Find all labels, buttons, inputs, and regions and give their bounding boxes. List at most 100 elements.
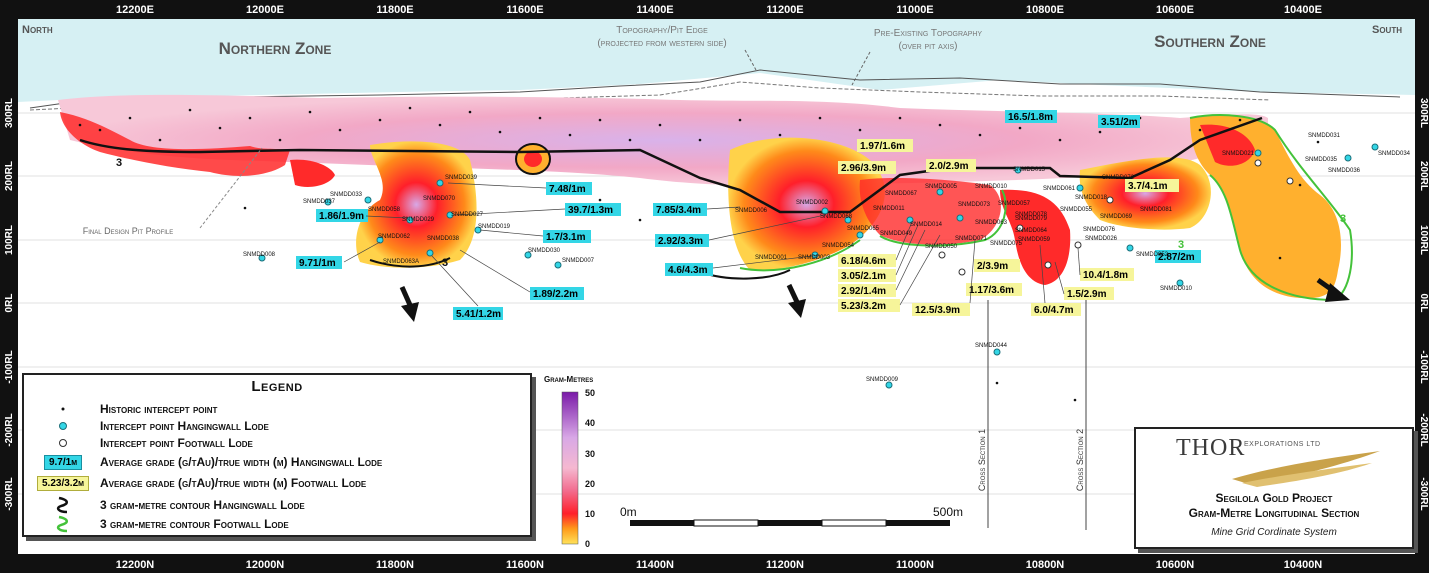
hole-id: SNMDD078 <box>1015 212 1048 218</box>
hole-id: SNMDD059 <box>1018 237 1051 243</box>
legend-fw-point-row: Intercept point Footwall Lode <box>32 434 253 452</box>
hole-id: SNMDD030 <box>528 248 561 254</box>
svg-text:3: 3 <box>1340 213 1346 225</box>
colorbar-ramp <box>561 391 579 545</box>
lobe-north-2 <box>356 141 477 268</box>
central-east-zone <box>859 177 1001 245</box>
hole-id: SNMDD014 <box>910 222 943 228</box>
legend-panel: Legend Historic intercept point Intercep… <box>22 373 532 537</box>
rl-left: -200RL <box>4 413 15 446</box>
hole-id: SNMDD001 <box>755 255 788 261</box>
scale-start-label: 0m <box>620 505 637 519</box>
hw-grade: 5.41/1.2m <box>456 309 501 320</box>
svg-text:3: 3 <box>1178 239 1184 251</box>
topo-annotation: (projected from western side) <box>597 38 726 49</box>
hole-id: SNMDD073 <box>958 202 991 208</box>
hole-id: SNMDD055 <box>1060 207 1093 213</box>
historic-dot-icon <box>32 401 94 417</box>
topo-pointer <box>744 49 757 71</box>
hole-id: SNMDD019 <box>478 224 511 230</box>
hw-grade: 2.87/2m <box>1158 252 1195 263</box>
hole-id: SNMDD079 <box>1015 216 1048 222</box>
legend-hw-contour-row: 3 gram-metre contour Hangingwall Lode <box>32 496 305 514</box>
colorbar-tick: 30 <box>585 449 595 459</box>
leader-lines <box>343 182 1081 307</box>
rl-right: 100RL <box>1418 225 1429 255</box>
cross-section-1-label: Cross Section 1 <box>977 429 987 491</box>
top-tick: 10600E <box>1156 4 1194 16</box>
hole-id: SNMDD029 <box>402 217 435 223</box>
rl-left: 200RL <box>4 161 15 191</box>
hole-id: SNMDD002 <box>796 200 829 206</box>
hw-intercept-points <box>258 143 1379 389</box>
hole-id: SNMDD064 <box>1015 228 1048 234</box>
final-pit-profile <box>79 116 1263 214</box>
hole-id: SNMDD065 <box>847 226 880 232</box>
hw-grade: 9.71/1m <box>299 258 336 269</box>
top-tick: 11000E <box>896 4 933 16</box>
bottom-tick: 11400N <box>636 559 674 571</box>
hole-id: SNMDD038 <box>427 236 460 242</box>
hole-id: SNMDD081 <box>1140 207 1173 213</box>
bottom-tick: 12200N <box>116 559 155 571</box>
southern-zone-label: Southern Zone <box>1154 32 1266 51</box>
lobe-north-1 <box>60 112 290 176</box>
hole-id: SNMDD009 <box>866 377 899 383</box>
fw-grade: 2.96/3.9m <box>841 163 886 174</box>
colorbar-tick: 10 <box>585 509 595 519</box>
fw-contour-central-2 <box>739 239 861 272</box>
legend-hw-grade-label: Average grade (g/tAu)/true width (m) Han… <box>100 455 383 469</box>
hole-id: SNMDD069 <box>1100 214 1133 220</box>
fw-grade: 5.23/3.2m <box>841 301 886 312</box>
hw-grade: 16.5/1.8m <box>1008 112 1053 123</box>
top-tick: 11200E <box>766 4 803 16</box>
rl-left: -100RL <box>4 350 15 383</box>
hole-id: SNMDD026 <box>1085 236 1118 242</box>
hole-id: SNMDD062 <box>378 234 411 240</box>
bottom-tick: 11200N <box>766 559 804 571</box>
top-tick: 12200E <box>116 4 154 16</box>
hw-grade: 1.7/3.1m <box>546 232 586 243</box>
top-axis-labels: 12200E 12000E 11800E 11600E 11400E 11200… <box>116 4 1322 16</box>
hole-labels: SNMDD033 SNMDD037 SNMDD058 SNMDD039 SNMD… <box>243 133 1411 383</box>
hole-id: SNMDD067 <box>885 191 918 197</box>
hw-grade: 7.48/1m <box>549 184 586 195</box>
fw-contour-central <box>879 189 1007 247</box>
south-lobe-1 <box>1000 189 1071 285</box>
grid-system-label: Mine Grid Cordinate System <box>1211 527 1337 538</box>
fw-grade: 2/3.9m <box>977 261 1008 272</box>
fw-grade: 1.97/1.6m <box>860 141 905 152</box>
top-tick: 11400E <box>636 4 673 16</box>
legend-hw-point-label: Intercept point Hangingwall Lode <box>100 419 269 433</box>
bottom-tick: 11600N <box>506 559 544 571</box>
hole-id: SNMDD071 <box>955 236 988 242</box>
hw-grade: 3.51/2m <box>1101 117 1138 128</box>
top-tick: 11600E <box>506 4 543 16</box>
northern-zone-label: Northern Zone <box>219 39 332 58</box>
hw-grade-labels: 16.5/1.8m 3.51/2m 7.48/1m 39.7/1.3m 1.86… <box>296 110 1201 320</box>
hole-id: SNMDD037 <box>303 199 336 205</box>
hole-id: SNMDD005 <box>925 184 958 190</box>
fw-grade: 3.05/2.1m <box>841 271 886 282</box>
left-rl-labels: 300RL 200RL 100RL 0RL -100RL -200RL -300… <box>4 98 15 511</box>
colorbar-tick: 50 <box>585 388 595 398</box>
hole-id: SNMDD076 <box>1083 227 1116 233</box>
hw-contour-north <box>369 257 451 268</box>
svg-text:3: 3 <box>442 257 448 269</box>
hole-id: SNMDD027 <box>451 212 484 218</box>
hole-id: SNMDD008 <box>243 252 276 258</box>
pre-topo-annotation: Pre-Existing Topography <box>874 28 983 39</box>
top-tick: 10400E <box>1284 4 1322 16</box>
hole-id: SNMDD061 <box>1043 186 1076 192</box>
colorbar-tick: 0 <box>585 539 590 549</box>
bottom-tick: 10600N <box>1156 559 1195 571</box>
legend-title: Legend <box>251 378 303 395</box>
bottom-tick: 10400N <box>1284 559 1323 571</box>
hole-id: SNMDD031 <box>1308 133 1341 139</box>
wing-logo-icon <box>1232 451 1380 487</box>
right-rl-labels: 300RL 200RL 100RL 0RL -100RL -200RL -300… <box>1418 98 1429 511</box>
hole-id: SNMDD006 <box>735 208 768 214</box>
hole-id: SNMDD054 <box>822 243 855 249</box>
hole-id: SNMDD010 <box>975 184 1008 190</box>
